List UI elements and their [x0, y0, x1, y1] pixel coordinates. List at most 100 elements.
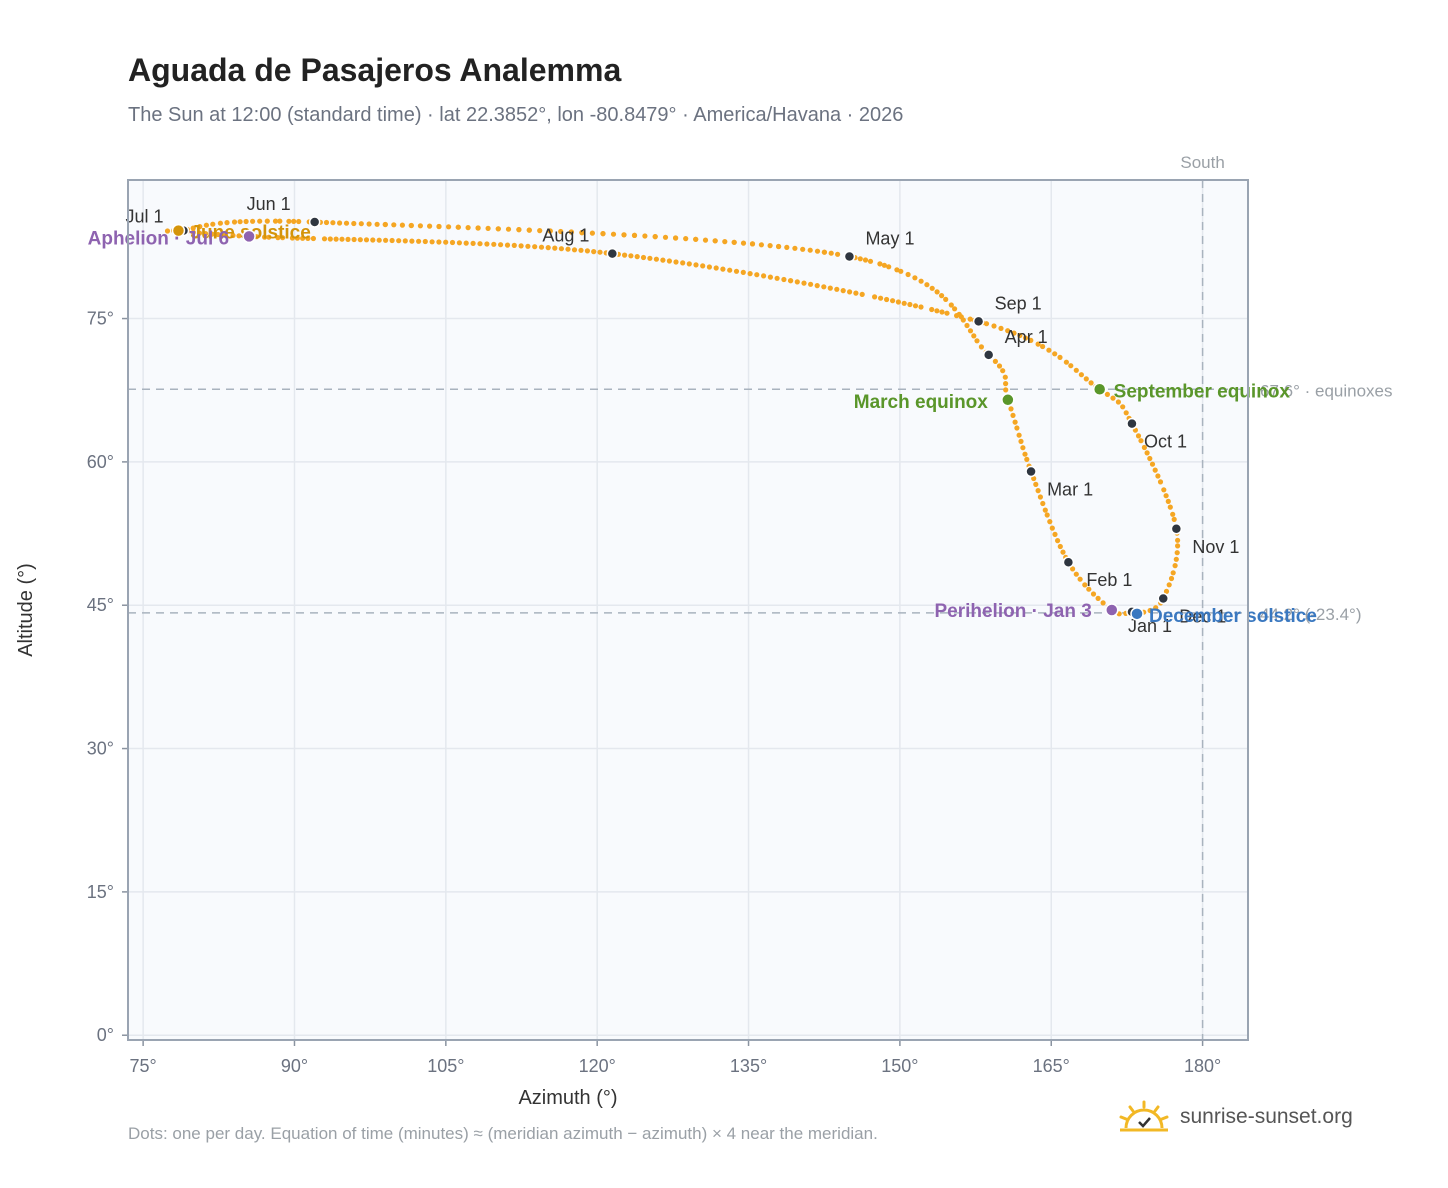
day-dot [992, 358, 999, 364]
day-dot [881, 262, 888, 268]
reference-lines: South 67.6° · equinoxes 44.2° (-23.4°) [128, 153, 1393, 1040]
day-dot [967, 316, 973, 322]
chart-subtitle: The Sun at 12:00 (standard time) · lat 2… [128, 104, 904, 126]
day-dot [827, 285, 833, 291]
day-dot [217, 220, 223, 226]
day-dot [1166, 582, 1172, 588]
month-label: May 1 [865, 228, 914, 248]
day-dot [504, 242, 511, 248]
analemma-path [164, 218, 1181, 617]
day-dot [300, 235, 306, 241]
day-dot [808, 281, 814, 287]
day-dot [498, 242, 504, 248]
event-label: December solstice [1149, 606, 1317, 627]
day-dot [733, 268, 740, 274]
day-dot [761, 273, 767, 279]
day-dot [1044, 512, 1050, 518]
day-dot [470, 240, 476, 246]
y-tick-label: 15° [87, 882, 114, 902]
day-dot [834, 286, 840, 292]
day-dot [1024, 456, 1030, 462]
day-dot [1057, 354, 1063, 360]
day-dot [337, 220, 343, 226]
day-dot [754, 272, 760, 278]
event-marker [1130, 607, 1144, 621]
day-dot [1012, 419, 1018, 425]
day-dot [821, 284, 827, 290]
day-dot [898, 268, 904, 274]
day-dot [209, 231, 215, 237]
day-dot [1020, 445, 1026, 451]
day-dot [370, 237, 376, 243]
day-dot [1002, 374, 1008, 380]
day-dot [1170, 570, 1176, 576]
y-axis-label: Altitude (°) [15, 563, 37, 657]
day-dot [693, 236, 699, 242]
day-dot [484, 241, 490, 247]
day-dot [305, 235, 311, 241]
x-axis-label: Azimuth (°) [518, 1087, 617, 1109]
day-dot [376, 237, 382, 243]
day-dot [409, 238, 415, 244]
day-dot [1052, 351, 1058, 357]
day-dot [1168, 575, 1175, 582]
x-tick-label: 75° [130, 1056, 157, 1076]
day-dot [250, 218, 256, 224]
day-dot [853, 290, 859, 296]
day-dot [402, 238, 408, 244]
day-dot [1047, 519, 1053, 525]
day-dot [1100, 600, 1106, 606]
day-dot [628, 253, 634, 259]
day-dot [1157, 479, 1164, 485]
day-dot [1163, 588, 1170, 595]
event-label: September equinox [1114, 381, 1291, 402]
month-label: Dec 1 [1179, 607, 1226, 627]
day-dot [552, 245, 558, 251]
day-dot [801, 280, 807, 286]
day-dot [333, 236, 339, 242]
day-dot [366, 221, 372, 227]
brand[interactable]: sunrise-sunset.org [1118, 1100, 1353, 1134]
day-dot [700, 263, 706, 269]
day-dot [463, 240, 469, 246]
day-dot [1095, 595, 1101, 602]
day-dot [828, 250, 834, 256]
month-marker [1062, 556, 1075, 568]
day-dot [693, 262, 699, 268]
day-dot [382, 221, 388, 228]
day-dot [1008, 406, 1014, 412]
day-dot [740, 269, 746, 275]
day-dot [345, 236, 351, 242]
day-dot [673, 259, 679, 265]
day-dot [747, 271, 753, 277]
day-dot [1170, 511, 1176, 517]
day-dot [958, 314, 964, 320]
day-dot [1014, 425, 1020, 431]
day-dot [683, 236, 689, 242]
day-dot [203, 222, 209, 228]
day-dot [702, 237, 709, 243]
day-dot [1090, 591, 1097, 597]
day-dot [579, 230, 585, 236]
month-label: Mar 1 [1047, 479, 1093, 499]
day-dot [516, 227, 522, 233]
day-dot [1135, 433, 1142, 439]
day-dot [164, 228, 171, 234]
day-dot [1018, 438, 1024, 444]
day-dot [323, 219, 330, 226]
day-dot [792, 245, 798, 251]
day-dot [621, 232, 627, 238]
day-dot [758, 242, 765, 248]
day-dot [477, 241, 483, 247]
month-marker [606, 247, 619, 260]
reference-line-label: 67.6° · equinoxes [1260, 381, 1393, 400]
day-dot [652, 234, 658, 240]
day-dot [722, 239, 728, 245]
day-dot [1011, 330, 1017, 336]
day-dot [538, 244, 545, 250]
day-dot [215, 231, 221, 238]
chart-title: Aguada de Pasajeros Analemma [128, 52, 622, 88]
day-dot [511, 242, 517, 248]
day-dot [807, 247, 813, 253]
day-dot [210, 221, 216, 227]
